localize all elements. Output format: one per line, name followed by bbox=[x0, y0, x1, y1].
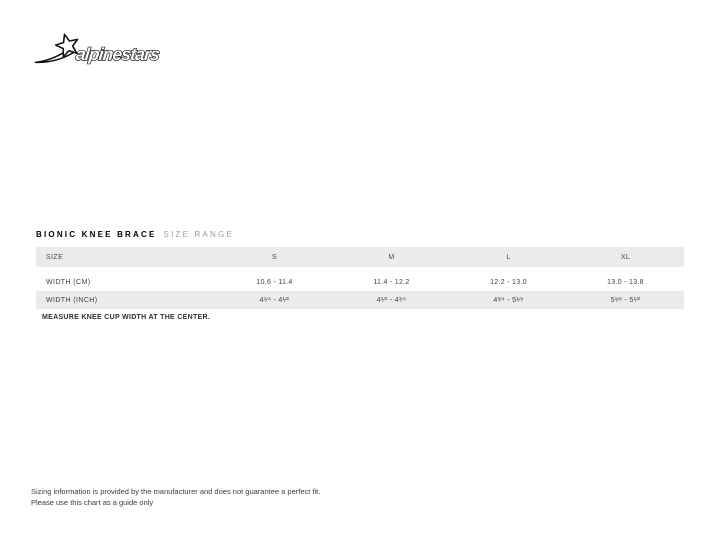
width-cm-xl: 13.0 - 13.8 bbox=[607, 278, 644, 286]
width-inch-xl: 5¹⁄⁸ - 5¹⁄² bbox=[610, 296, 641, 304]
width-inch-l: 4³⁄⁴ - 5¹⁄⁸ bbox=[493, 296, 524, 304]
header-col-s: S bbox=[272, 253, 277, 261]
header-size-label: SIZE bbox=[46, 253, 64, 261]
row-label-width-inch: WIDTH (INCH) bbox=[46, 296, 98, 304]
table-row-width-inch: WIDTH (INCH) 4¹⁄⁴ - 4¹⁄² 4¹⁄² - 4³⁄⁴ 4³⁄… bbox=[36, 291, 684, 309]
header-col-xl: XL bbox=[620, 253, 631, 261]
header-col-m: M bbox=[388, 253, 395, 261]
row-label-width-cm: WIDTH (CM) bbox=[46, 278, 91, 286]
width-inch-m: 4¹⁄² - 4³⁄⁴ bbox=[376, 296, 407, 304]
product-title: BIONIC KNEE BRACE bbox=[36, 230, 157, 239]
width-inch-s: 4¹⁄⁴ - 4¹⁄² bbox=[259, 296, 290, 304]
alpinestars-logo: alpinestars bbox=[34, 33, 162, 65]
width-cm-s: 10.6 - 11.4 bbox=[256, 278, 293, 286]
width-cm-m: 11.4 - 12.2 bbox=[373, 278, 410, 286]
disclaimer: Sizing information is provided by the ma… bbox=[31, 487, 320, 508]
table-header-row: SIZE S M L XL bbox=[36, 247, 684, 267]
disclaimer-line-1: Sizing information is provided by the ma… bbox=[31, 487, 321, 496]
alpinestars-wordmark: alpinestars bbox=[75, 44, 161, 64]
measurement-note: MEASURE KNEE CUP WIDTH AT THE CENTER. bbox=[42, 314, 211, 321]
size-table: SIZE S M L XL WIDTH (CM) 10.6 - 11.4 11.… bbox=[36, 247, 684, 309]
width-cm-l: 12.2 - 13.0 bbox=[490, 278, 527, 286]
table-row-width-cm: WIDTH (CM) 10.6 - 11.4 11.4 - 12.2 12.2 … bbox=[36, 273, 684, 291]
disclaimer-line-2: Please use this chart as a guide only bbox=[31, 497, 154, 507]
astar-star-icon bbox=[34, 33, 79, 64]
page-heading: BIONIC KNEE BRACE SIZE RANGE bbox=[36, 230, 234, 239]
header-col-l: L bbox=[506, 253, 511, 261]
heading-subtitle: SIZE RANGE bbox=[163, 230, 234, 239]
